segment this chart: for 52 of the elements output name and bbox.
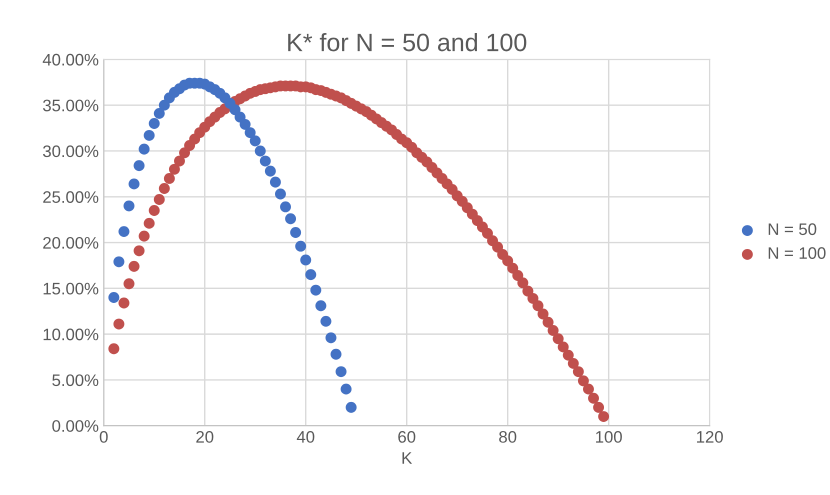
y-tick-label: 15.00%	[44, 282, 98, 295]
point	[254, 146, 266, 156]
point	[280, 201, 291, 212]
point	[320, 316, 332, 327]
y-tick-label: 40.00%	[42, 54, 98, 66]
point	[285, 213, 296, 224]
point	[300, 254, 312, 266]
y-tick-label: 35.00%	[43, 100, 98, 112]
point	[113, 256, 124, 268]
point	[154, 108, 165, 119]
y-tick-label: 5.00%	[52, 374, 98, 386]
chart-title: K* for N = 50 and 100	[288, 32, 526, 52]
y-tick-label: 20.00%	[43, 236, 98, 249]
x-axis-title: K	[402, 452, 412, 464]
point	[260, 156, 271, 167]
point	[295, 240, 306, 252]
point	[138, 144, 150, 155]
x-tick-label: 100	[596, 431, 622, 443]
point	[124, 200, 134, 212]
point	[310, 284, 322, 296]
point	[290, 227, 302, 238]
legend-label: N = 100	[768, 247, 826, 259]
point	[275, 188, 286, 200]
point	[244, 127, 256, 138]
point	[346, 402, 357, 413]
point	[144, 130, 155, 141]
x-tick-label: 0	[100, 431, 108, 443]
y-tick-label: 10.00%	[44, 328, 98, 340]
legend-label: N = 50	[768, 223, 816, 236]
point	[340, 384, 352, 395]
point	[240, 118, 251, 130]
x-tick-label: 120	[697, 431, 723, 443]
point	[315, 300, 326, 312]
x-tick-label: 80	[499, 431, 516, 443]
x-tick-label: 20	[196, 431, 214, 443]
point	[264, 166, 276, 177]
y-tick-label: 30.00%	[43, 145, 98, 158]
point	[148, 118, 160, 129]
point	[128, 178, 140, 190]
point	[134, 160, 145, 172]
point	[108, 292, 120, 303]
point	[305, 269, 316, 280]
point	[118, 226, 130, 238]
point	[270, 176, 281, 188]
point	[325, 332, 336, 344]
point	[250, 135, 261, 146]
y-tick-label: 25.00%	[43, 191, 98, 203]
x-tick-label: 40	[296, 431, 314, 443]
point	[330, 348, 342, 360]
x-tick-label: 60	[398, 431, 416, 443]
point	[336, 366, 347, 378]
y-tick-label: 0.00%	[52, 420, 98, 432]
